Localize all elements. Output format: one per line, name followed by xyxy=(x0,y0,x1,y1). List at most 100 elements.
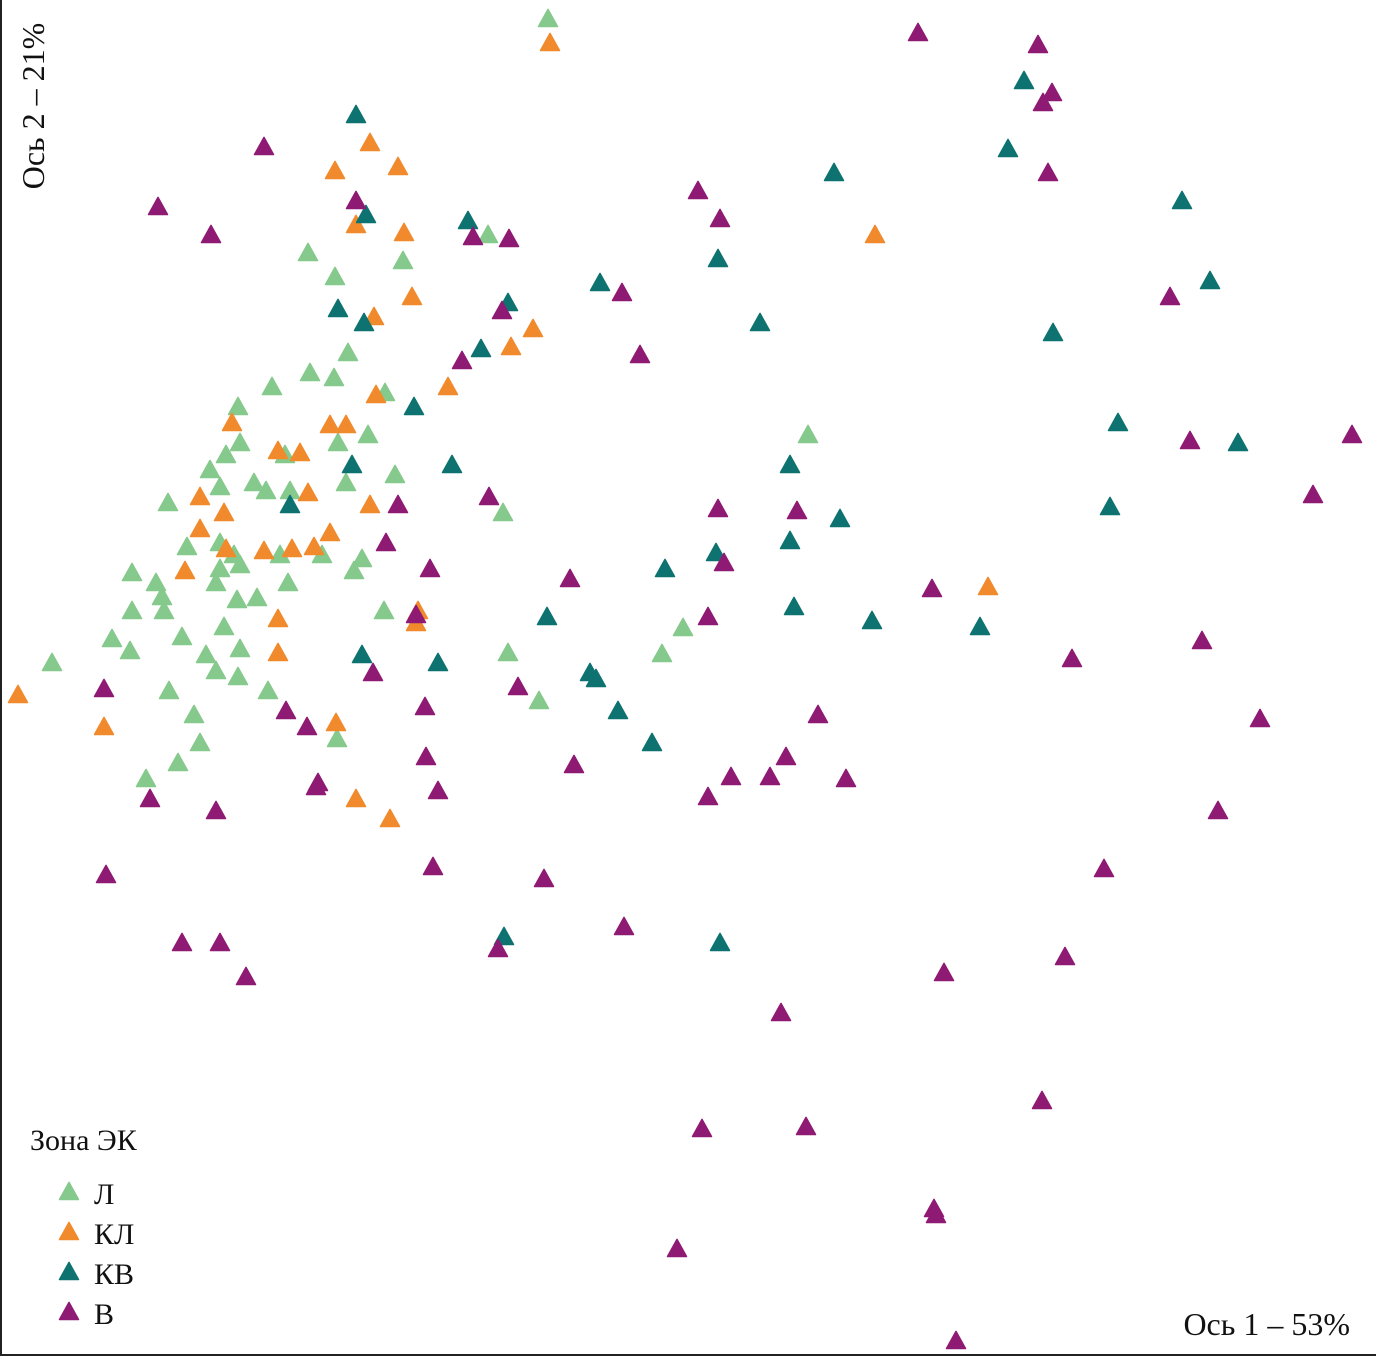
data-point xyxy=(373,600,395,620)
data-point xyxy=(213,616,235,636)
data-point xyxy=(387,156,409,176)
data-point xyxy=(1041,82,1063,102)
data-point xyxy=(422,856,444,876)
data-point xyxy=(200,224,222,244)
data-point xyxy=(267,642,289,662)
data-point xyxy=(403,396,425,416)
data-point xyxy=(697,786,719,806)
legend-items: Л КЛ КВ В xyxy=(58,1178,134,1331)
data-point xyxy=(713,552,735,572)
data-point xyxy=(324,160,346,180)
data-point xyxy=(823,162,845,182)
data-point xyxy=(749,312,771,332)
data-point xyxy=(275,700,297,720)
data-point xyxy=(139,788,161,808)
data-point xyxy=(229,432,251,452)
data-point xyxy=(427,780,449,800)
data-point xyxy=(707,248,729,268)
data-point xyxy=(235,966,257,986)
data-point xyxy=(199,459,221,479)
data-point xyxy=(933,962,955,982)
data-point xyxy=(651,643,673,663)
data-point xyxy=(1207,800,1229,820)
data-point xyxy=(533,868,555,888)
data-point xyxy=(829,508,851,528)
data-point xyxy=(257,680,279,700)
data-point xyxy=(559,568,581,588)
data-point xyxy=(145,572,167,592)
legend-label: Л xyxy=(94,1178,114,1211)
data-point xyxy=(303,536,325,556)
data-point xyxy=(666,1238,688,1258)
data-point xyxy=(345,104,367,124)
data-point xyxy=(253,540,275,560)
legend-item: В xyxy=(58,1298,114,1331)
legend-item: КЛ xyxy=(58,1218,134,1251)
data-point xyxy=(1093,858,1115,878)
data-point xyxy=(497,642,519,662)
data-point xyxy=(387,494,409,514)
data-point xyxy=(1107,412,1129,432)
data-point xyxy=(611,282,633,302)
data-point xyxy=(375,532,397,552)
data-point xyxy=(759,766,781,786)
data-point xyxy=(213,502,235,522)
data-point xyxy=(589,272,611,292)
data-point xyxy=(345,190,367,210)
data-point xyxy=(384,464,406,484)
data-point xyxy=(1054,946,1076,966)
data-point xyxy=(209,932,231,952)
data-point xyxy=(691,1118,713,1138)
data-point xyxy=(1061,648,1083,668)
data-point xyxy=(457,210,479,230)
data-point xyxy=(1037,162,1059,182)
data-point xyxy=(779,454,801,474)
data-point xyxy=(227,396,249,416)
data-point xyxy=(786,500,808,520)
data-point xyxy=(477,224,499,244)
series-2 xyxy=(7,32,999,828)
data-point xyxy=(296,716,318,736)
data-point xyxy=(1227,432,1249,452)
data-point xyxy=(462,226,484,246)
data-point xyxy=(607,700,629,720)
data-point xyxy=(500,336,522,356)
data-point xyxy=(775,746,797,766)
data-point xyxy=(779,530,801,550)
data-point xyxy=(277,572,299,592)
data-point xyxy=(221,412,243,432)
data-point xyxy=(195,644,217,664)
data-point xyxy=(563,754,585,774)
data-point xyxy=(864,224,886,244)
data-point xyxy=(227,666,249,686)
data-point xyxy=(654,558,676,578)
data-point xyxy=(153,600,175,620)
legend-marker xyxy=(58,1181,80,1201)
data-point xyxy=(157,492,179,512)
data-point xyxy=(171,932,193,952)
data-point xyxy=(415,746,437,766)
data-point xyxy=(189,732,211,752)
data-point xyxy=(705,542,727,562)
data-point xyxy=(1099,496,1121,516)
data-point xyxy=(1027,34,1049,54)
data-point xyxy=(451,350,473,370)
legend-label: В xyxy=(94,1298,114,1331)
data-point xyxy=(305,776,327,796)
data-point xyxy=(205,572,227,592)
data-point xyxy=(1171,190,1193,210)
legend-marker xyxy=(58,1261,80,1281)
legend-item: Л xyxy=(58,1178,114,1211)
data-point xyxy=(1302,484,1324,504)
data-point xyxy=(205,800,227,820)
data-point xyxy=(319,414,341,434)
data-point xyxy=(921,578,943,598)
data-point xyxy=(861,610,883,630)
data-point xyxy=(323,367,345,387)
data-point xyxy=(215,444,237,464)
data-point xyxy=(1179,430,1201,450)
data-point xyxy=(945,1330,967,1350)
data-point xyxy=(171,626,193,646)
data-point xyxy=(536,606,558,626)
